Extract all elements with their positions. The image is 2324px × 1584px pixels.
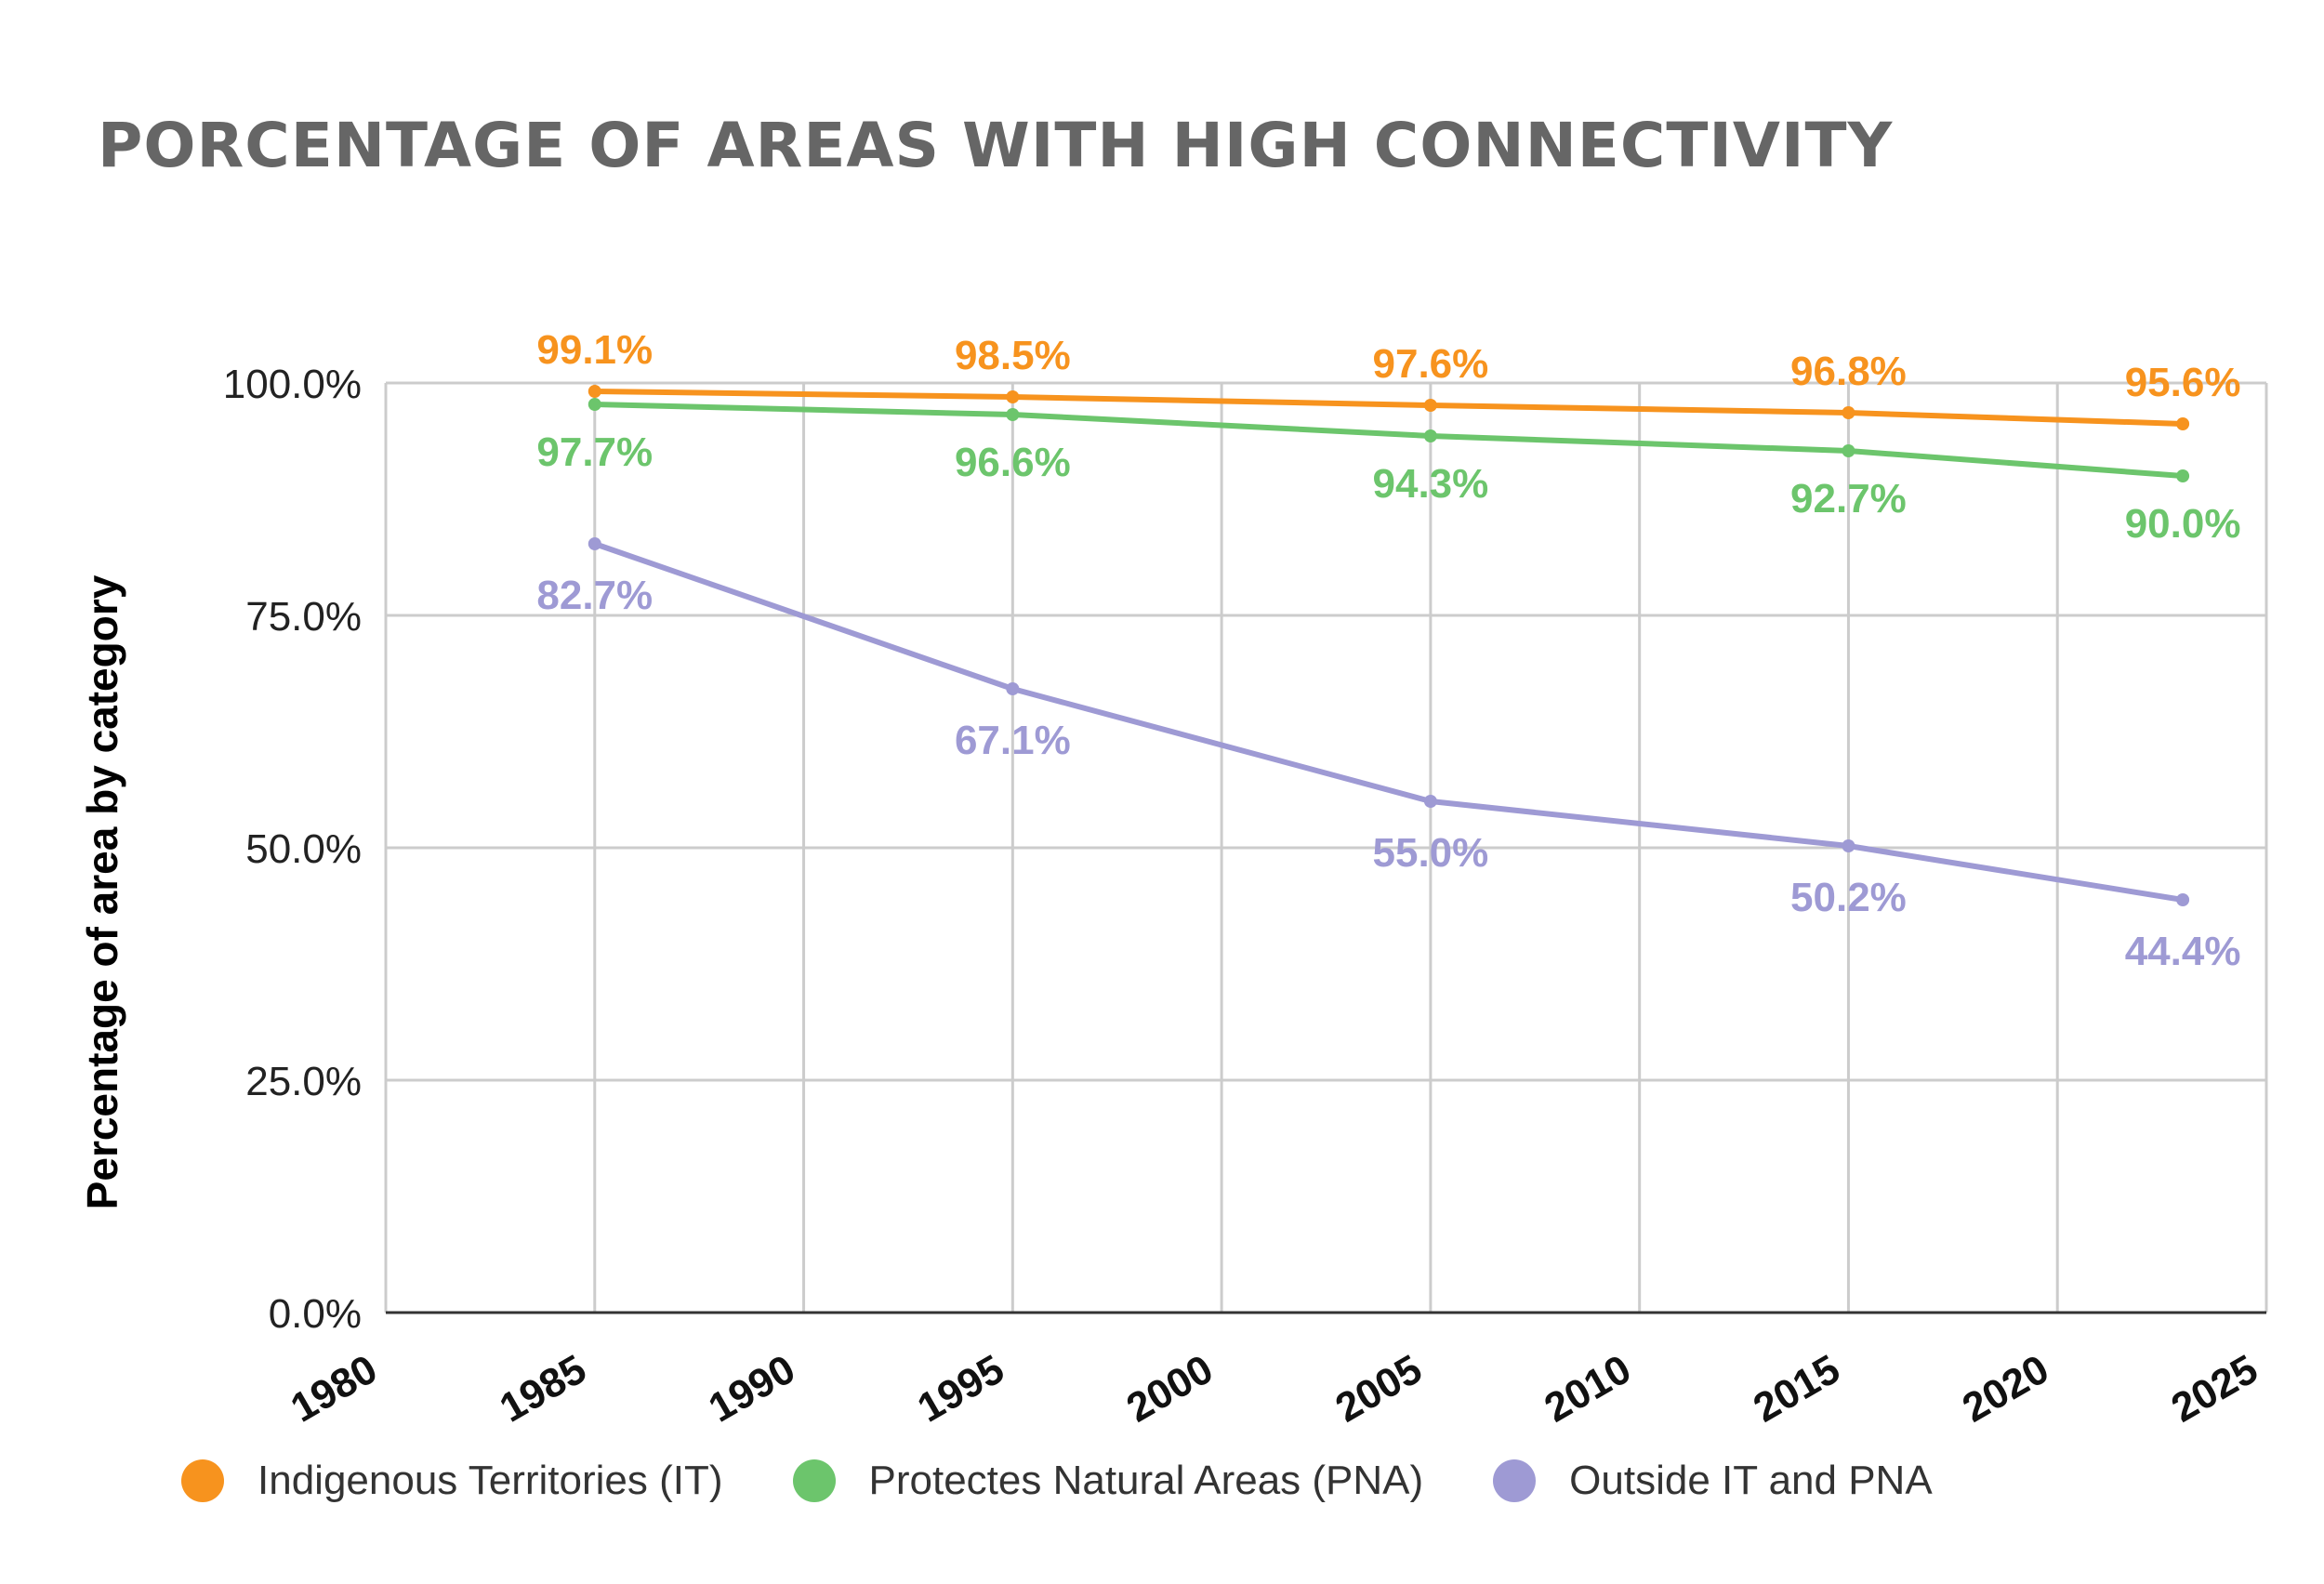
data-label: 97.6% [1373,341,1489,387]
data-label: 67.1% [955,718,1071,763]
legend-label: Outside IT and PNA [1569,1458,1933,1503]
y-tick-label: 50.0% [245,826,362,872]
data-point [1842,839,1855,852]
chart-legend: Indigenous Territories (IT) Protectes Nat… [181,1458,2002,1504]
x-tick-label: 1985 [493,1346,594,1431]
x-tick-label: 1980 [284,1346,385,1431]
data-point [588,537,601,550]
data-point [1842,406,1855,419]
data-label: 94.3% [1373,461,1489,507]
data-label: 96.6% [955,440,1071,485]
y-tick-label: 75.0% [245,594,362,640]
chart-grid [384,381,2268,1313]
x-tick-label: 1995 [910,1346,1011,1431]
data-label: 99.1% [536,327,653,373]
chart-series [588,385,2190,906]
data-label: 44.4% [2125,929,2241,974]
data-label: 95.6% [2125,360,2241,405]
legend-item: Protectes Natural Areas (PNA) [792,1458,1424,1504]
legend-label: Indigenous Territories (IT) [257,1458,723,1503]
y-tick-label: 0.0% [269,1291,362,1337]
y-tick-label: 25.0% [245,1059,362,1104]
x-tick-label: 1990 [701,1346,802,1431]
x-tick-label: 2020 [1955,1346,2056,1431]
x-tick-label: 2025 [2164,1346,2265,1431]
legend-swatch [1493,1459,1537,1502]
legend-item: Outside IT and PNA [1493,1458,1933,1504]
data-point [1842,444,1855,457]
data-label: 90.0% [2125,501,2241,547]
x-tick-label: 2015 [1746,1346,1847,1431]
y-axis-label: Percentage of area by category [78,574,126,1209]
data-point [1423,795,1437,808]
x-tick-label: 2000 [1119,1346,1221,1431]
x-tick-label: 2005 [1328,1346,1430,1431]
data-point [2176,893,2190,906]
data-point [2176,417,2190,430]
data-point [588,398,601,411]
y-tick-label: 100.0% [223,362,362,407]
chart-axes: 0.0% 25.0% 50.0% 75.0% 100.0% 1980 1985 1990 199… [223,362,2266,1432]
legend-swatch [181,1459,224,1502]
chart-title: PORCENTAGE OF AREAS WITH HIGH CONNECTIVI… [98,110,1894,181]
data-label: 96.8% [1790,349,1907,394]
data-point [1423,399,1437,412]
data-point [1423,429,1437,442]
data-label: 82.7% [536,573,653,618]
data-label: 97.7% [536,429,653,475]
data-point [1006,408,1020,421]
data-point [2176,469,2190,482]
legend-swatch [792,1459,836,1502]
legend-label: Protectes Natural Areas (PNA) [868,1458,1424,1503]
data-point [1006,682,1020,695]
data-point [1006,390,1020,403]
chart-data-labels: 99.1% 98.5% 97.6% 96.8% 95.6% 97.7% 96.6% 94.3%… [536,327,2240,974]
data-point [588,385,601,398]
data-label: 98.5% [955,333,1071,378]
x-tick-label: 2010 [1537,1346,1638,1431]
data-label: 55.0% [1373,830,1489,876]
data-label: 92.7% [1790,476,1907,521]
legend-item: Indigenous Territories (IT) [181,1458,723,1504]
data-label: 50.2% [1790,875,1907,920]
